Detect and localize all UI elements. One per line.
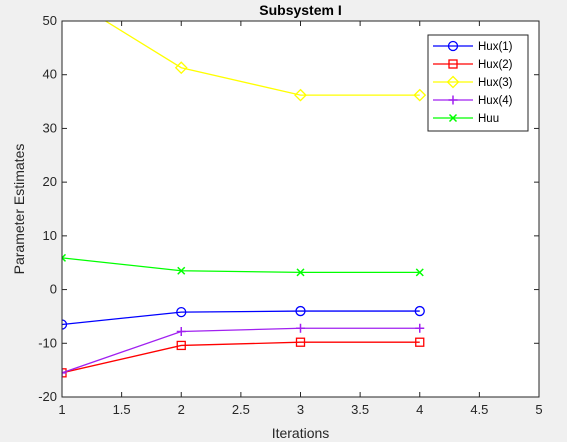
x-tick-label: 1.5 [113,402,131,417]
ticks-layer: 1 1.5 2 2.5 3 3.5 4 4.5 5 -20 -10 0 10 20 30 40 50 [38,13,542,417]
series-line [62,327,420,374]
marker-x [177,266,186,275]
legend-entry: Hux(3) [433,75,513,89]
marker-square [448,59,458,69]
marker-plus [176,326,186,336]
chart-title: Subsystem I [259,2,341,18]
series-hux-4 [62,323,425,378]
legend-entry: Huu [433,113,499,125]
x-axis-title: Iterations [272,425,330,441]
marker-circle [295,305,306,317]
marker-square [295,337,306,347]
y-tick-label: 40 [43,67,57,82]
y-tick-label: 20 [43,174,57,189]
marker-circle [176,306,187,318]
marker-square [415,337,425,347]
series-layer [62,21,427,378]
y-tick-label: 0 [50,282,57,297]
marker-plus [415,323,425,333]
legend-label: Hux(2) [478,59,513,71]
marker-diamond [446,75,460,89]
legend: Hux(1) Hux(2) Hux(3) Hux(4) Huu [427,34,529,132]
y-tick-label: -10 [38,335,57,350]
legend-label: Hux(1) [478,41,513,53]
legend-entry: Hux(4) [433,95,513,107]
y-tick-label: -20 [38,389,57,404]
legend-label: Hux(4) [478,95,513,107]
marker-diamond [174,61,188,75]
legend-box [427,34,529,132]
series-line [62,310,420,326]
marker-x [415,268,424,277]
marker-plus [448,95,458,105]
marker-circle [62,319,68,330]
x-tick-label: 4.5 [470,402,488,417]
series-line [62,341,420,374]
y-axis-title: Parameter Estimates [11,144,27,275]
x-tick-label: 2 [178,402,185,417]
x-tick-label: 1 [58,402,65,417]
marker-diamond [294,88,307,102]
marker-x [62,253,67,262]
series-line [104,21,420,96]
marker-x [296,268,305,277]
legend-entry: Hux(2) [433,59,513,71]
series-huu [62,253,424,277]
y-tick-label: 10 [43,228,57,243]
legend-label: Hux(3) [478,77,513,89]
legend-entry: Hux(1) [433,40,513,53]
series-hux-1 [62,305,425,330]
y-tick-label: 50 [43,13,57,28]
marker-square [176,340,186,351]
x-tick-label: 5 [535,402,542,417]
series-line [62,257,420,274]
marker-circle [414,305,425,317]
series-hux-3 [104,21,427,102]
y-tick-label: 30 [43,120,57,135]
x-tick-label: 4 [416,402,423,417]
x-tick-label: 2.5 [232,402,250,417]
x-tick-label: 3 [297,402,304,417]
marker-diamond [413,88,427,102]
marker-plus [62,368,67,378]
marker-plus [296,323,305,333]
x-tick-label: 3.5 [351,402,369,417]
marker-circle [447,40,459,52]
marker-x [448,113,458,123]
legend-label: Huu [478,113,499,125]
